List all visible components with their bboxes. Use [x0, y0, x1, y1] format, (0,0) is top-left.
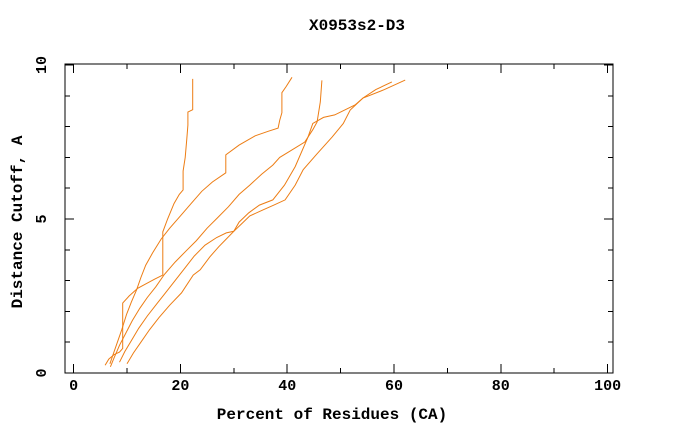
x-tick-label: 100: [594, 378, 621, 395]
y-axis-label: Distance Cutoff, A: [9, 135, 27, 308]
x-tick-label: 80: [492, 378, 510, 395]
x-tick-labels: 0 20 40 60 80 100: [69, 378, 621, 395]
y-tick-label: 5: [34, 214, 51, 223]
x-tick-label: 0: [69, 378, 78, 395]
series-curve-4: [119, 81, 393, 363]
series-curve-2: [109, 77, 293, 364]
series-curve-5: [126, 79, 406, 365]
x-tick-label: 20: [171, 378, 189, 395]
series-curve-3: [109, 80, 323, 367]
y-tick-label: 0: [34, 368, 51, 377]
x-tick-label: 40: [278, 378, 296, 395]
y-tick-labels: 0 5 10: [34, 56, 51, 378]
data-series: [104, 77, 406, 367]
x-axis-label: Percent of Residues (CA): [217, 406, 447, 424]
x-tick-label: 60: [385, 378, 403, 395]
series-curve-1: [104, 78, 194, 366]
y-tick-label: 10: [34, 56, 51, 74]
axis-ticks: [65, 64, 613, 374]
plot-frame: [64, 63, 614, 374]
chart-title: X0953s2-D3: [309, 17, 405, 35]
